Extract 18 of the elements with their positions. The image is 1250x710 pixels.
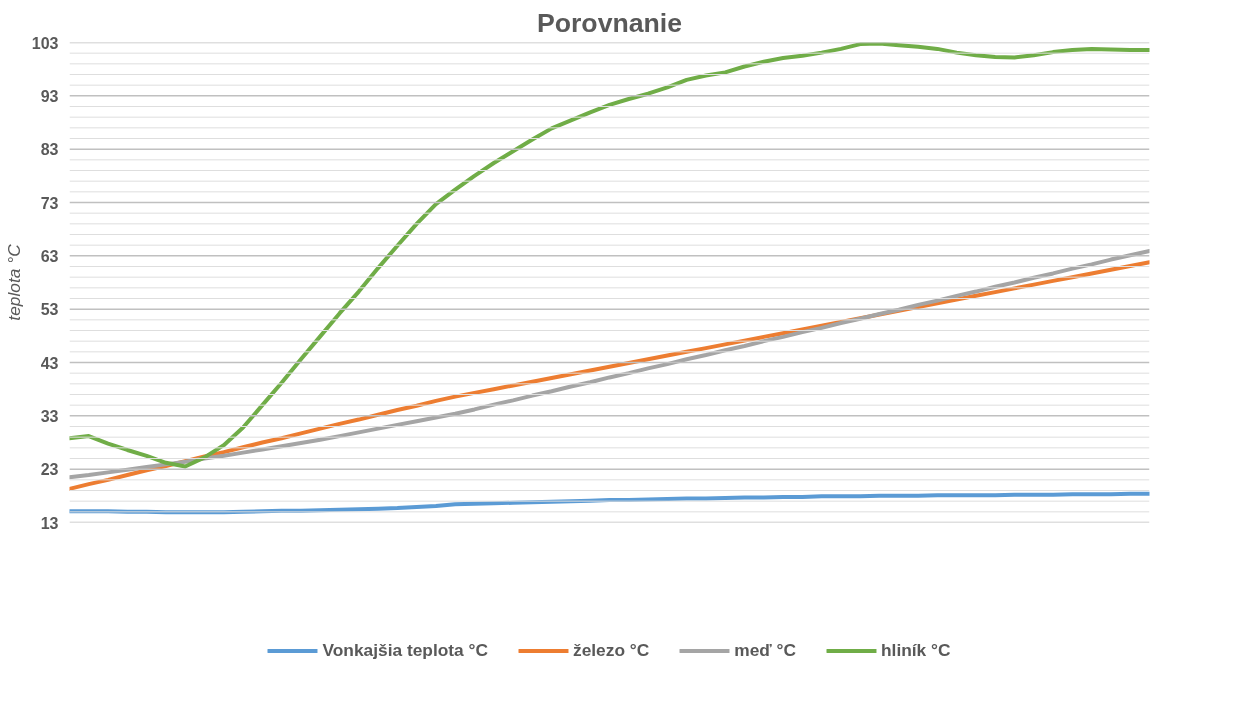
y-tick-label: 73 [40, 194, 59, 212]
chart-title: Porovnanie [536, 7, 683, 38]
legend-label: Vonkajšia teplota °C [322, 639, 488, 661]
y-tick-label: 63 [40, 247, 59, 265]
line-series [69, 491, 1150, 515]
line-series [69, 42, 1150, 469]
y-tick-label: 13 [40, 514, 59, 532]
y-tick-label: 53 [40, 301, 59, 319]
y-tick-label: 33 [40, 407, 59, 425]
y-tick-label: 23 [40, 461, 59, 479]
y-tick-label: 103 [31, 34, 59, 52]
y-axis-title: teplota °C [3, 243, 24, 321]
legend-label: železo °C [572, 639, 650, 661]
legend-label: meď °C [734, 639, 797, 661]
legend-label: hliník °C [881, 639, 951, 661]
y-tick-label: 43 [40, 354, 59, 372]
y-tick-label: 93 [40, 87, 59, 105]
y-tick-label: 83 [40, 141, 59, 159]
